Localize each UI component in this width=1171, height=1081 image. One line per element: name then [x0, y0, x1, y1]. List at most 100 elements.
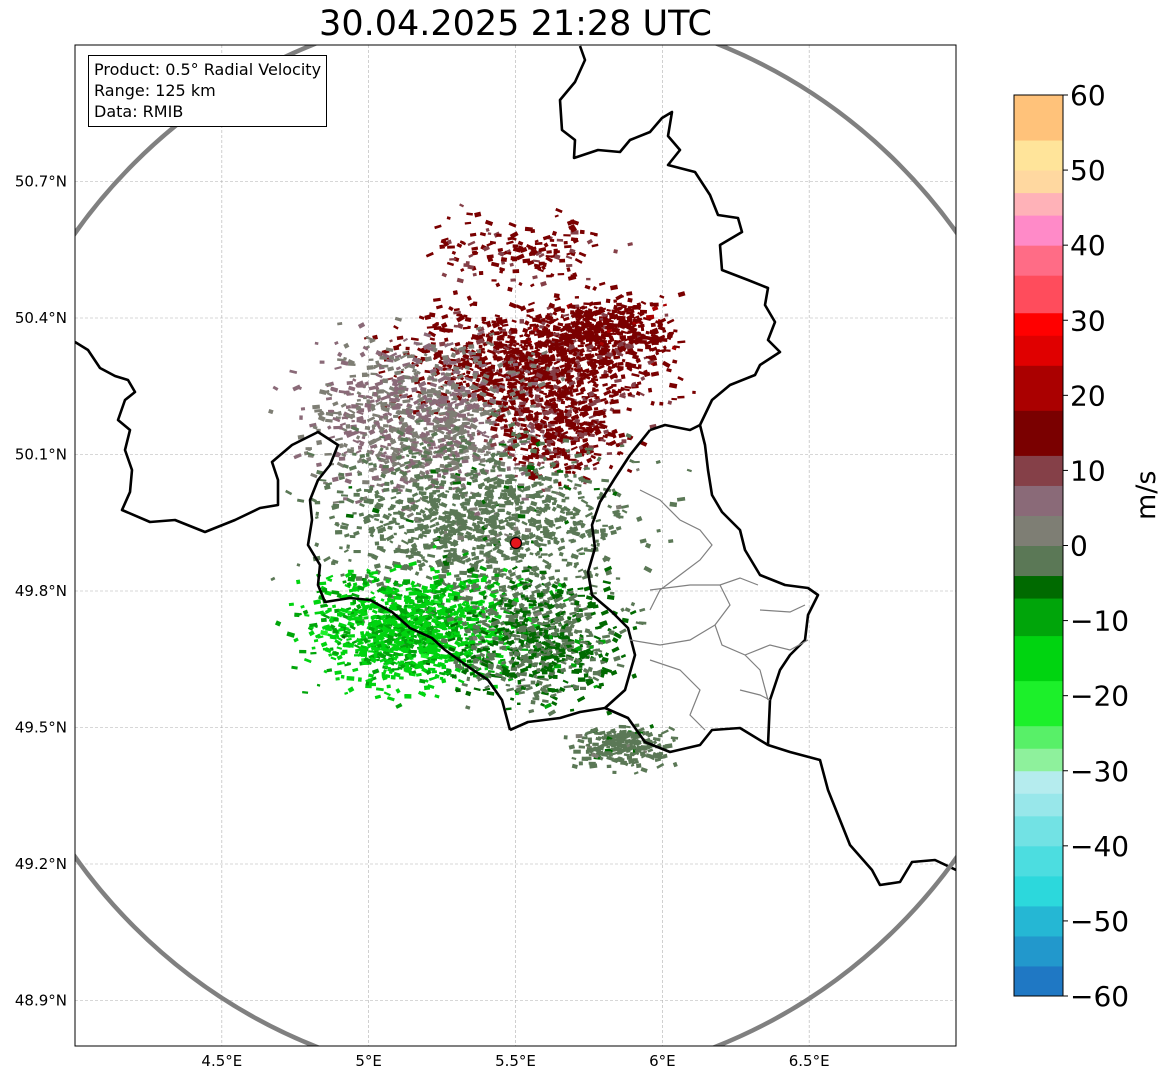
echo-pixel [517, 483, 525, 486]
echo-pixel [534, 340, 543, 347]
echo-pixel [542, 456, 548, 462]
echo-pixel [583, 310, 588, 315]
echo-pixel [666, 368, 672, 373]
echo-pixel [503, 345, 510, 351]
echo-pixel [483, 496, 490, 501]
echo-pixel [481, 378, 489, 385]
echo-pixel [430, 375, 435, 381]
echo-pixel [677, 395, 685, 399]
echo-pixel [385, 347, 394, 353]
echo-pixel [340, 402, 347, 408]
echo-pixel [393, 532, 397, 536]
echo-pixel [420, 454, 428, 459]
echo-pixel [513, 413, 520, 417]
echo-pixel [417, 393, 422, 399]
echo-pixel [437, 385, 445, 391]
echo-pixel [647, 358, 655, 365]
echo-pixel [370, 372, 378, 376]
echo-pixel [549, 420, 558, 425]
echo-pixel [406, 394, 413, 399]
echo-pixel [539, 570, 547, 574]
echo-pixel [443, 337, 449, 343]
echo-pixel [356, 410, 364, 415]
echo-pixel [626, 317, 633, 323]
echo-pixel [432, 455, 438, 459]
echo-pixel [394, 370, 402, 376]
echo-pixel [692, 390, 696, 395]
echo-pixel [582, 317, 590, 324]
echo-pixel [393, 414, 399, 418]
echo-pixel [371, 475, 380, 481]
echo-pixel [553, 306, 562, 313]
echo-pixel [410, 337, 419, 341]
echo-pixel [379, 428, 388, 435]
echo-pixel [523, 377, 528, 381]
echo-pixel [379, 426, 385, 432]
echo-pixel [503, 418, 509, 423]
echo-pixel [430, 478, 440, 486]
echo-pixel [352, 378, 357, 382]
echo-pixel [536, 328, 544, 335]
echo-pixel [332, 401, 339, 407]
echo-pixel [572, 387, 579, 393]
echo-pixel [270, 576, 276, 582]
echo-pixel [496, 331, 503, 336]
echo-pixel [396, 375, 405, 382]
echo-pixel [393, 356, 401, 363]
echo-pixel [527, 518, 534, 524]
echo-pixel [401, 505, 410, 511]
echo-pixel [369, 466, 378, 472]
echo-pixel [293, 453, 302, 460]
echo-pixel [382, 464, 389, 469]
echo-pixel [448, 361, 457, 365]
echo-pixel [383, 662, 387, 666]
echo-pixel [437, 426, 443, 431]
echo-pixel [564, 413, 571, 417]
echo-pixel [558, 341, 565, 347]
echo-pixel [657, 323, 664, 328]
echo-pixel [338, 456, 346, 461]
echo-pixel [555, 366, 560, 370]
echo-pixel [485, 391, 495, 398]
echo-pixel [510, 495, 519, 499]
echo-pixel [539, 429, 545, 434]
echo-pixel [417, 562, 426, 569]
echo-pixel [402, 445, 411, 452]
echo-pixel [387, 442, 392, 447]
echo-pixel [635, 391, 642, 397]
echo-pixel [393, 374, 398, 378]
echo-pixel [600, 528, 606, 533]
echo-pixel [601, 478, 609, 483]
echo-pixel [669, 501, 678, 508]
echo-pixel [432, 544, 437, 549]
echo-pixel [358, 440, 365, 447]
echo-pixel [615, 306, 624, 312]
echo-pixel [558, 387, 562, 392]
echo-pixel [342, 463, 349, 469]
echo-pixel [366, 449, 373, 455]
echo-pixel [577, 568, 584, 573]
echo-pixel [296, 498, 305, 503]
echo-pixel [541, 476, 546, 482]
echo-pixel [581, 305, 586, 310]
echo-pixel [578, 337, 585, 343]
echo-pixel [529, 443, 537, 446]
echo-pixel [396, 628, 401, 633]
echo-pixel [408, 397, 414, 401]
echo-pixel [379, 435, 385, 439]
echo-pixel [369, 682, 376, 687]
echo-pixel [490, 469, 496, 473]
echo-pixel [673, 329, 678, 333]
echo-pixel [613, 355, 619, 360]
echo-pixel [347, 408, 356, 415]
echo-pixel [590, 353, 595, 358]
echo-pixel [546, 439, 554, 444]
echo-pixel [577, 594, 586, 597]
echo-pixel [363, 616, 369, 620]
echo-pixel [579, 426, 586, 431]
echo-pixel [399, 427, 406, 434]
echo-pixel [570, 445, 578, 451]
echo-pixel [556, 469, 564, 473]
echo-pixel [634, 317, 643, 324]
echo-pixel [388, 402, 396, 406]
